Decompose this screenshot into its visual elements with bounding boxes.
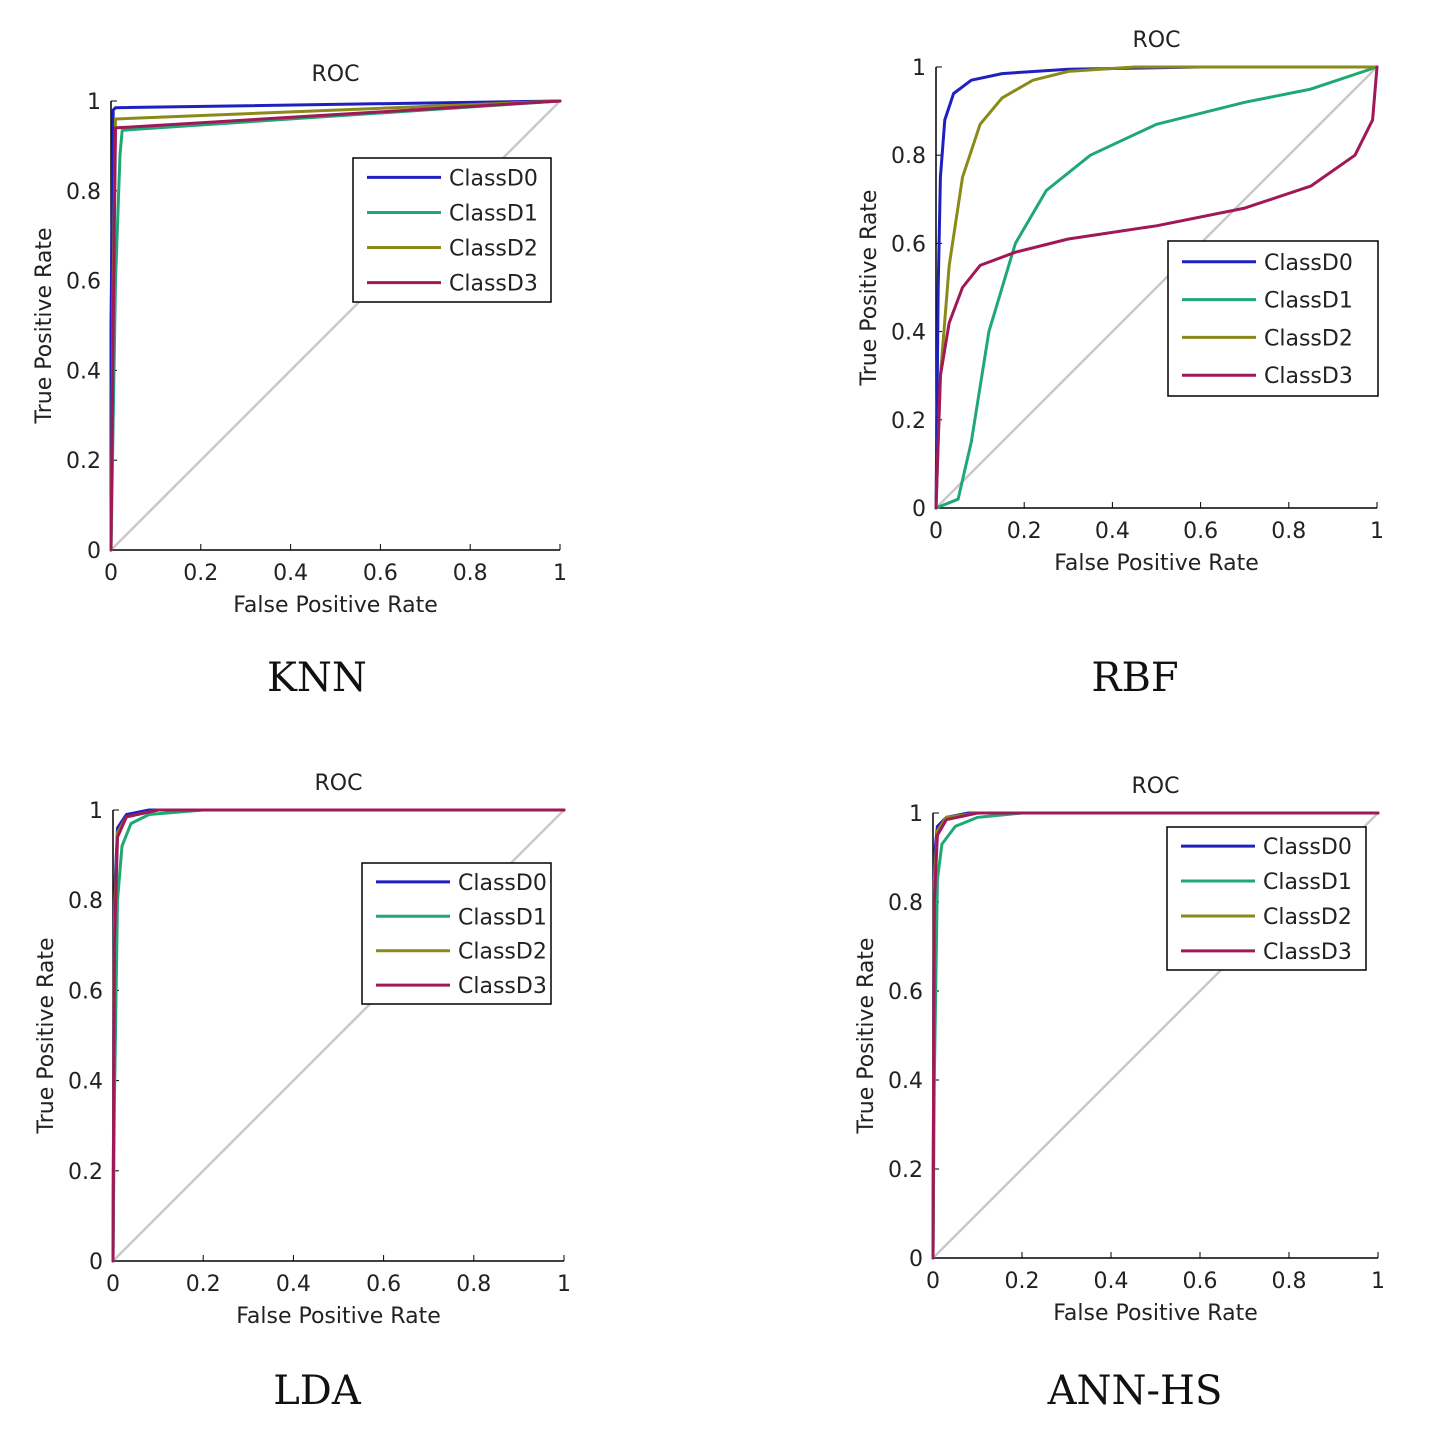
legend-label: ClassD3 [449,272,538,297]
y-tick-label: 0.4 [68,1070,103,1095]
roc-chart-ann-hs: 0 0.2 0.4 0.6 0.8 1 0 0.2 0.4 0.6 0.8 1 ROC False Pos… [854,774,1385,1326]
x-tick-label: 1 [1370,519,1384,544]
x-tick-label: 0.4 [1095,519,1130,544]
x-axis-label: False Positive Rate [233,593,437,618]
legend-label: ClassD3 [1263,940,1352,965]
y-tick-label: 0.6 [888,980,923,1005]
x-tick-label: 0.2 [1007,519,1042,544]
y-tick-label: 0.2 [891,409,926,434]
y-tick-label: 0.4 [888,1069,923,1094]
roc-curve-classd3 [934,65,1379,510]
legend-label: ClassD2 [449,237,538,262]
legend-label: ClassD2 [1264,326,1353,351]
y-tick-label: 0.6 [891,232,926,257]
y-tick-label: 0.2 [66,449,101,474]
x-tick-label: 0 [929,519,943,544]
legend-label: ClassD2 [458,940,547,965]
x-tick-label: 0.8 [1272,1269,1307,1294]
roc-curve-classd2 [934,65,1379,510]
x-tick-label: 0.4 [1094,1269,1129,1294]
caption-lda: LDA [273,1368,361,1414]
x-tick-label: 0 [104,561,118,586]
roc-curve-classd3 [109,99,562,552]
x-tick-label: 0 [106,1272,120,1297]
y-tick-label: 0.2 [68,1160,103,1185]
roc-panel-knn: 0 0.2 0.4 0.6 0.8 1 0 0.2 0.4 0.6 0.8 1 ROC False Pos… [0,0,721,718]
y-tick-label: 1 [912,56,926,81]
y-axis-label: True Positive Rate [32,228,57,425]
y-tick-label: 0 [912,497,926,522]
legend-label: ClassD1 [458,905,547,930]
chart-title: ROC [315,771,363,796]
x-axis-label: False Positive Rate [236,1304,440,1329]
legend-label: ClassD0 [449,166,538,191]
y-tick-label: 0.8 [888,891,923,916]
y-tick-label: 0.8 [66,180,101,205]
legend-label: ClassD1 [1264,289,1353,314]
x-tick-label: 1 [557,1272,571,1297]
legend-label: ClassD0 [1264,251,1353,276]
x-tick-label: 0.6 [363,561,398,586]
chart-title: ROC [312,62,360,87]
chart-title: ROC [1133,28,1181,53]
roc-chart-lda: 0 0.2 0.4 0.6 0.8 1 0 0.2 0.4 0.6 0.8 1 ROC False Pos… [34,771,571,1329]
x-tick-label: 0.4 [273,561,308,586]
legend-label: ClassD3 [1264,364,1353,389]
legend-label: ClassD0 [1263,835,1352,860]
roc-chart-rbf: 0 0.2 0.4 0.6 0.8 1 0 0.2 0.4 0.6 0.8 1 ROC False Pos… [857,28,1384,576]
roc-curve-classd3 [111,808,566,1263]
caption-knn: KNN [267,655,367,701]
y-tick-label: 0.6 [66,270,101,295]
chart-title: ROC [1132,774,1180,799]
y-tick-label: 0.4 [891,321,926,346]
x-tick-label: 0.6 [1183,1269,1218,1294]
x-tick-label: 0.2 [183,561,218,586]
x-tick-label: 0.4 [276,1272,311,1297]
roc-panel-lda: 0 0.2 0.4 0.6 0.8 1 0 0.2 0.4 0.6 0.8 1 ROC False Pos… [0,718,721,1436]
y-axis-label: True Positive Rate [34,938,59,1135]
legend-box [1167,240,1379,397]
y-axis-label: True Positive Rate [854,938,879,1135]
y-axis-label: True Positive Rate [857,190,882,387]
x-tick-label: 0.8 [456,1272,491,1297]
y-tick-label: 0.8 [891,144,926,169]
x-tick-label: 0.6 [1183,519,1218,544]
legend-box [1166,826,1367,971]
roc-panel-ann-hs: 0 0.2 0.4 0.6 0.8 1 0 0.2 0.4 0.6 0.8 1 ROC False Pos… [721,718,1442,1436]
y-tick-label: 1 [87,90,101,115]
legend-label: ClassD3 [458,974,547,999]
legend-label: ClassD1 [1263,870,1352,895]
y-tick-label: 0.6 [68,979,103,1004]
x-tick-label: 0 [926,1269,940,1294]
roc-panel-rbf: 0 0.2 0.4 0.6 0.8 1 0 0.2 0.4 0.6 0.8 1 ROC False Pos… [721,0,1442,718]
y-tick-label: 0.2 [888,1158,923,1183]
y-tick-label: 0 [87,539,101,564]
caption-ann-hs: ANN-HS [1047,1368,1223,1414]
y-tick-label: 1 [909,802,923,827]
x-tick-label: 1 [553,561,567,586]
x-tick-label: 0.6 [366,1272,401,1297]
legend-label: ClassD1 [449,201,538,226]
x-tick-label: 0.2 [1005,1269,1040,1294]
legend-label: ClassD2 [1263,905,1352,930]
roc-curve-classd1 [934,65,1379,510]
chance-diagonal [935,66,1378,509]
legend-box [352,157,552,303]
x-axis-label: False Positive Rate [1053,1301,1257,1326]
y-tick-label: 0.4 [66,359,101,384]
roc-chart-knn: 0 0.2 0.4 0.6 0.8 1 0 0.2 0.4 0.6 0.8 1 ROC False Pos… [32,62,567,618]
legend-label: ClassD0 [458,871,547,896]
x-tick-label: 1 [1371,1269,1385,1294]
y-tick-label: 0 [909,1247,923,1272]
y-tick-label: 0.8 [68,889,103,914]
x-tick-label: 0.8 [453,561,488,586]
y-tick-label: 1 [89,799,103,824]
roc-curve-classd3 [931,811,1380,1260]
caption-rbf: RBF [1091,655,1179,701]
legend-box [361,862,552,1005]
x-axis-label: False Positive Rate [1054,551,1258,576]
x-tick-label: 0.2 [186,1272,221,1297]
y-tick-label: 0 [89,1250,103,1275]
x-tick-label: 0.8 [1271,519,1306,544]
